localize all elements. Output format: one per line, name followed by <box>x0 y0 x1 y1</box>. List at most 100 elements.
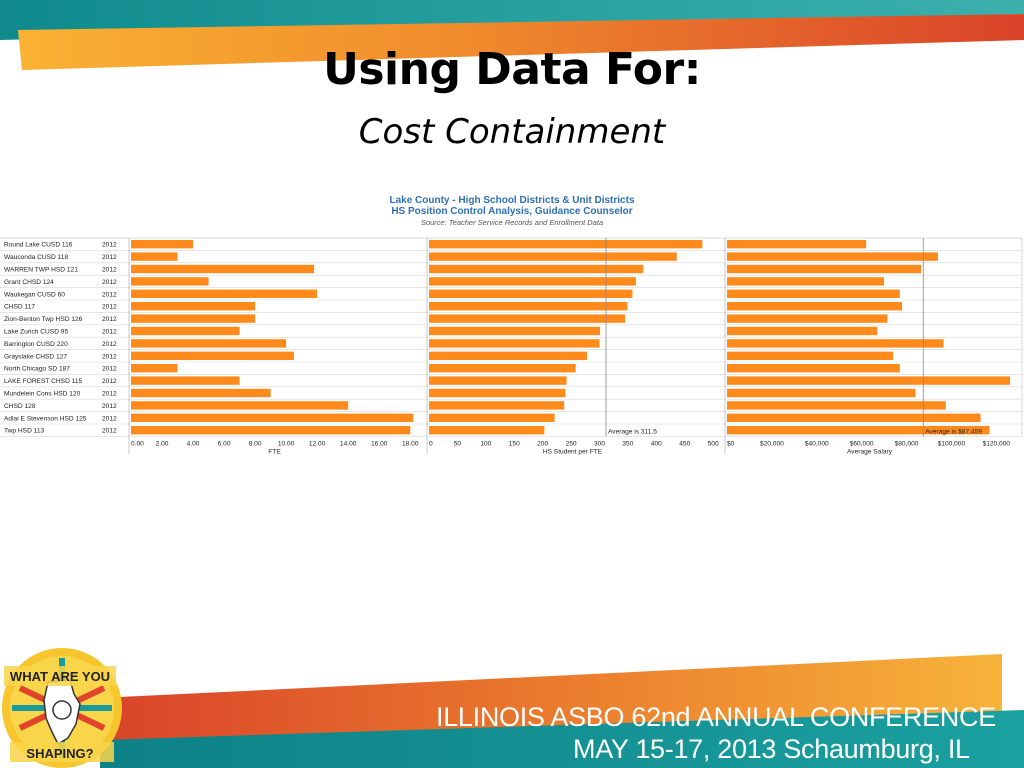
year-label: 2012 <box>102 291 117 298</box>
tick-label: 16.00 <box>371 440 388 447</box>
bar-chart: Round Lake CUSD 116 2012 Wauconda CUSD 118… <box>0 237 1023 455</box>
bar <box>727 302 903 311</box>
bar <box>727 364 900 373</box>
bar <box>727 314 888 323</box>
bar <box>429 264 644 274</box>
tick-label: $80,000 <box>895 440 919 447</box>
year-label: 2012 <box>102 353 117 360</box>
tick-label: 2.00 <box>156 440 169 447</box>
conference-logo: WHAT ARE YOU SHAPING? <box>2 648 122 768</box>
bar <box>429 326 601 336</box>
bar <box>131 277 209 286</box>
bar <box>429 401 565 410</box>
bar <box>429 388 566 398</box>
year-label: 2012 <box>102 267 117 274</box>
category-label: CHSD 117 <box>4 304 35 311</box>
bottom-banner <box>100 654 1024 768</box>
bar <box>131 413 414 422</box>
category-label: Twp HSD 113 <box>4 428 45 435</box>
bar <box>131 376 240 385</box>
category-label: Zion-Benton Twp HSD 126 <box>4 316 83 323</box>
slide-subtitle: Cost Containment <box>358 112 666 152</box>
bar <box>727 252 938 261</box>
bar <box>429 413 555 422</box>
slide-title: Using Data For: <box>323 44 701 95</box>
bar <box>727 277 885 286</box>
tick-label: 500 <box>708 440 719 447</box>
bar <box>429 302 628 311</box>
bar <box>131 426 411 435</box>
category-label: Grant CHSD 124 <box>4 279 54 286</box>
category-label: Mundelein Cons HSD 120 <box>4 391 81 398</box>
chart-subtitle: HS Position Control Analysis, Guidance C… <box>391 206 633 217</box>
tick-label: 18.00 <box>402 440 419 447</box>
bar <box>727 240 867 249</box>
chart-source: Source: Teacher Service Records and Enro… <box>420 218 604 227</box>
year-label: 2012 <box>102 415 117 422</box>
tick-label: 300 <box>594 440 605 447</box>
tick-label: 450 <box>679 440 690 447</box>
conference-name: ILLINOIS ASBO 62nd ANNUAL CONFERENCE <box>436 702 996 732</box>
bar <box>131 264 315 274</box>
axis-label: FTE <box>268 448 281 455</box>
category-label: Adlai E Stevenson HSD 125 <box>4 415 87 422</box>
year-label: 2012 <box>102 403 117 410</box>
bar <box>429 240 703 249</box>
bar <box>727 401 946 410</box>
category-label: Round Lake CUSD 116 <box>4 242 73 249</box>
chart-title: Lake County - High School Districts & Un… <box>389 195 635 206</box>
tick-label: 100 <box>480 440 491 447</box>
tick-label: 400 <box>651 440 662 447</box>
tick-label: $60,000 <box>850 440 874 447</box>
logo-text-bottom: SHAPING? <box>26 746 93 761</box>
tick-label: 8.00 <box>249 440 262 447</box>
tick-label: $40,000 <box>805 440 829 447</box>
year-label: 2012 <box>102 366 117 373</box>
tick-label: 10.00 <box>278 440 295 447</box>
tick-label: 50 <box>454 440 462 447</box>
bar <box>727 326 878 336</box>
bar <box>727 388 916 398</box>
category-label: Grayslake CHSD 127 <box>4 353 67 360</box>
bar <box>131 401 349 410</box>
tick-label: $0 <box>727 440 735 447</box>
year-label: 2012 <box>102 378 117 385</box>
category-label: LAKE FOREST CHSD 115 <box>4 378 83 385</box>
bar <box>429 351 587 360</box>
conference-dates: MAY 15-17, 2013 Schaumburg, IL <box>573 734 970 764</box>
category-label: CHSD 128 <box>4 403 36 410</box>
year-label: 2012 <box>102 341 117 348</box>
year-label: 2012 <box>102 428 117 435</box>
average-label: Average is 311.5 <box>608 428 657 435</box>
bar <box>727 339 944 348</box>
bar <box>429 339 600 348</box>
bar <box>429 364 576 373</box>
category-label: Barrington CUSD 220 <box>4 341 68 348</box>
bar <box>131 351 294 360</box>
bar <box>727 351 894 360</box>
year-label: 2012 <box>102 329 117 336</box>
bar <box>429 252 677 261</box>
bar <box>131 302 256 311</box>
tick-label: 14.00 <box>340 440 357 447</box>
bar <box>429 289 633 298</box>
tick-label: $100,000 <box>938 440 966 447</box>
bar <box>131 388 271 398</box>
axis-label: Average Salary <box>847 448 893 455</box>
year-label: 2012 <box>102 279 117 286</box>
year-label: 2012 <box>102 316 117 323</box>
year-label: 2012 <box>102 391 117 398</box>
bar <box>131 289 318 298</box>
bar <box>131 339 287 348</box>
year-label: 2012 <box>102 242 117 249</box>
bar <box>727 376 1010 385</box>
tick-label: 4.00 <box>187 440 200 447</box>
bar <box>727 264 922 274</box>
bar <box>727 289 900 298</box>
tick-label: 200 <box>537 440 548 447</box>
bar <box>131 252 178 261</box>
year-label: 2012 <box>102 254 117 261</box>
category-label: Waukegan CUSD 60 <box>4 291 65 298</box>
bar <box>131 326 240 336</box>
tick-label: 250 <box>566 440 577 447</box>
